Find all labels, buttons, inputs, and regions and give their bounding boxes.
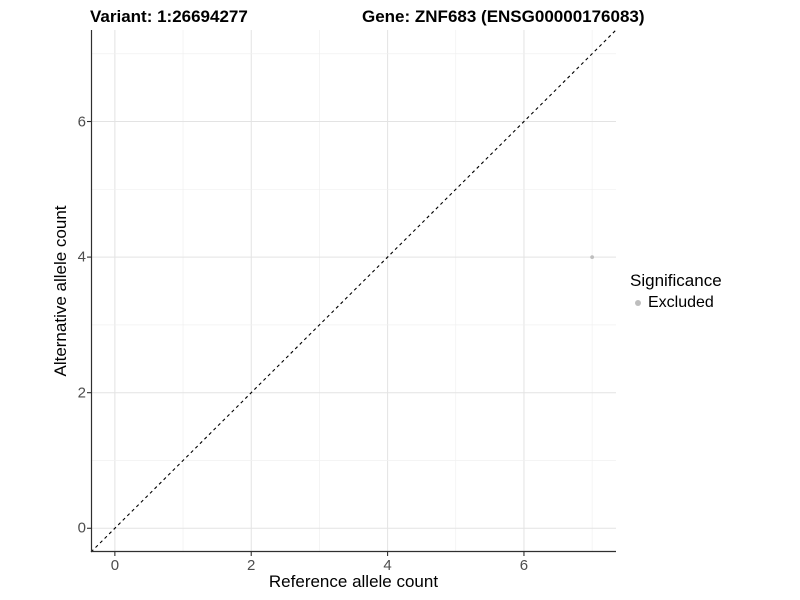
legend: Significance Excluded <box>630 271 722 312</box>
plot-title-variant: Variant: 1:26694277 <box>90 7 248 26</box>
plot-title-gene: Gene: ZNF683 (ENSG00000176083) <box>362 7 645 26</box>
legend-title: Significance <box>630 271 722 290</box>
x-tick-label: 0 <box>110 557 120 574</box>
y-tick-label: 6 <box>77 113 86 131</box>
y-tick-label: 2 <box>77 384 86 402</box>
x-tick-label: 2 <box>247 557 256 574</box>
y-axis-title: Alternative allele count <box>51 205 70 377</box>
x-tick-label: 4 <box>383 557 392 574</box>
x-tick-label: 6 <box>519 557 529 574</box>
x-axis-title: Reference allele count <box>268 572 439 591</box>
legend-item-label: Excluded <box>648 294 714 311</box>
plot-panel <box>87 29 617 556</box>
data-point <box>590 255 595 260</box>
identity-dashed-line <box>90 29 617 553</box>
legend-item-excluded: Excluded <box>635 294 722 312</box>
y-tick-label: 4 <box>77 248 86 266</box>
legend-key-dot-icon <box>635 300 641 306</box>
y-tick-label: 0 <box>77 519 86 537</box>
plot-canvas <box>87 29 617 556</box>
